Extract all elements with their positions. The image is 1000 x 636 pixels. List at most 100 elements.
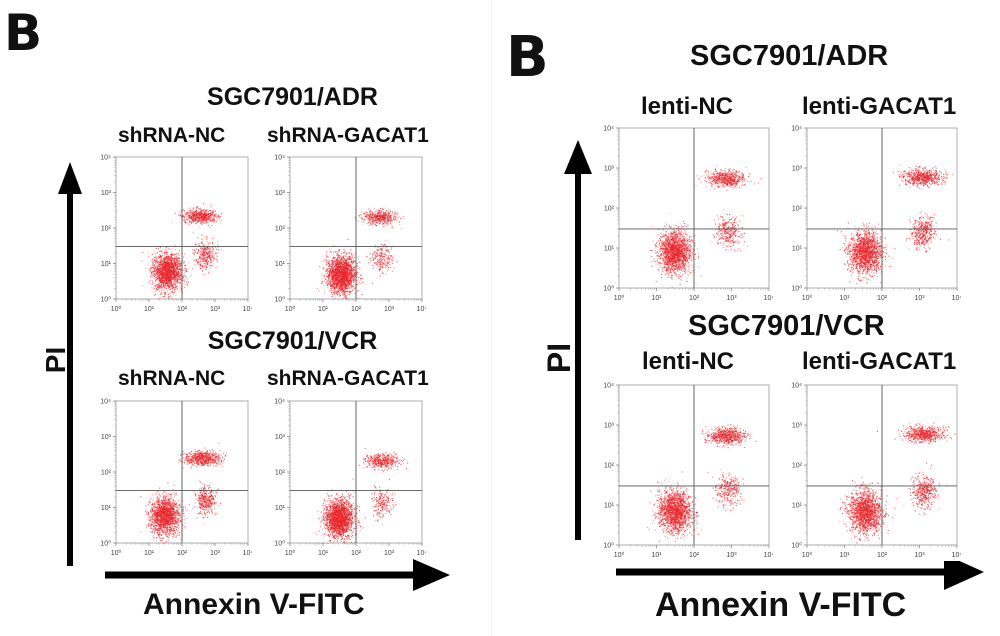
event-dot <box>178 250 180 252</box>
event-dot <box>395 217 397 219</box>
event-dot <box>163 291 165 293</box>
event-dot <box>172 262 174 264</box>
event-dot <box>197 213 199 215</box>
event-dot <box>346 280 348 282</box>
event-dot <box>160 267 162 269</box>
event-dot <box>178 265 180 267</box>
event-dot <box>329 277 331 279</box>
event-dot <box>344 259 346 261</box>
event-dot <box>326 268 328 270</box>
event-dot <box>336 272 338 274</box>
event-dot <box>178 273 180 275</box>
event-dot <box>331 277 333 279</box>
event-dot <box>342 265 344 267</box>
event-dot <box>336 294 338 296</box>
event-dots <box>316 207 405 300</box>
event-dot <box>200 247 202 249</box>
event-dot <box>217 215 219 217</box>
event-dot <box>204 255 206 257</box>
event-dot <box>206 212 208 214</box>
event-dot <box>348 288 350 290</box>
event-dot <box>345 261 347 263</box>
event-dot <box>331 266 333 268</box>
event-dot <box>152 263 154 265</box>
event-dot <box>192 220 194 222</box>
event-dot <box>171 259 173 261</box>
event-dot <box>388 217 390 219</box>
event-dot <box>203 273 205 275</box>
event-dot <box>346 266 348 268</box>
event-dot <box>167 274 169 276</box>
event-dot <box>216 259 218 261</box>
event-dot <box>197 219 199 221</box>
event-dot <box>176 279 178 281</box>
event-dot <box>173 262 175 264</box>
event-dot <box>157 284 159 286</box>
event-dot <box>200 223 202 225</box>
event-dot <box>173 277 175 279</box>
event-dot <box>194 214 196 216</box>
event-dot <box>162 266 164 268</box>
event-dot <box>174 212 176 214</box>
event-dot <box>331 281 333 283</box>
event-dot <box>343 269 345 271</box>
event-dot <box>338 267 340 269</box>
event-dot <box>344 261 346 263</box>
event-dot <box>342 288 344 290</box>
event-dot <box>394 212 396 214</box>
event-dot <box>171 256 173 258</box>
event-dot <box>330 259 332 261</box>
event-dot <box>176 259 178 261</box>
event-dot <box>164 270 166 272</box>
event-dot <box>330 251 332 253</box>
event-dot <box>348 285 350 287</box>
event-dot <box>174 270 176 272</box>
event-dot <box>375 216 377 218</box>
event-dot <box>322 260 324 262</box>
event-dot <box>350 254 352 256</box>
event-dot <box>316 288 318 290</box>
event-dot <box>369 221 371 223</box>
event-dot <box>331 258 333 260</box>
event-dot <box>332 283 334 285</box>
event-dot <box>209 226 211 228</box>
event-dot <box>168 285 170 287</box>
event-dot <box>197 212 199 214</box>
event-dot <box>343 265 345 267</box>
event-dot <box>336 284 338 286</box>
event-dot <box>177 275 179 277</box>
event-dot <box>192 221 194 223</box>
event-dot <box>183 210 185 212</box>
event-dot <box>155 268 157 270</box>
event-dot <box>170 281 172 283</box>
event-dot <box>161 252 163 254</box>
event-dot <box>376 217 378 219</box>
event-dot <box>171 254 173 256</box>
event-dot <box>386 223 388 225</box>
event-dot <box>166 256 168 258</box>
event-dot <box>341 259 343 261</box>
event-dot <box>168 272 170 274</box>
event-dot <box>332 268 334 270</box>
event-dot <box>158 254 160 256</box>
event-dot <box>162 271 164 273</box>
event-dot <box>215 246 217 248</box>
event-dot <box>191 217 193 219</box>
event-dot <box>204 258 206 260</box>
event-dot <box>210 220 212 222</box>
event-dot <box>346 253 348 255</box>
event-dot <box>162 296 164 298</box>
event-dot <box>152 276 154 278</box>
event-dot <box>207 262 209 264</box>
event-dot <box>162 276 164 278</box>
event-dot <box>346 260 348 262</box>
event-dot <box>344 296 346 298</box>
event-dot <box>156 288 158 290</box>
event-dot <box>334 256 336 258</box>
event-dot <box>341 263 343 265</box>
event-dot <box>162 277 164 279</box>
event-dot <box>174 265 176 267</box>
event-dot <box>392 214 394 216</box>
event-dot <box>185 212 187 214</box>
event-dot <box>159 297 161 299</box>
